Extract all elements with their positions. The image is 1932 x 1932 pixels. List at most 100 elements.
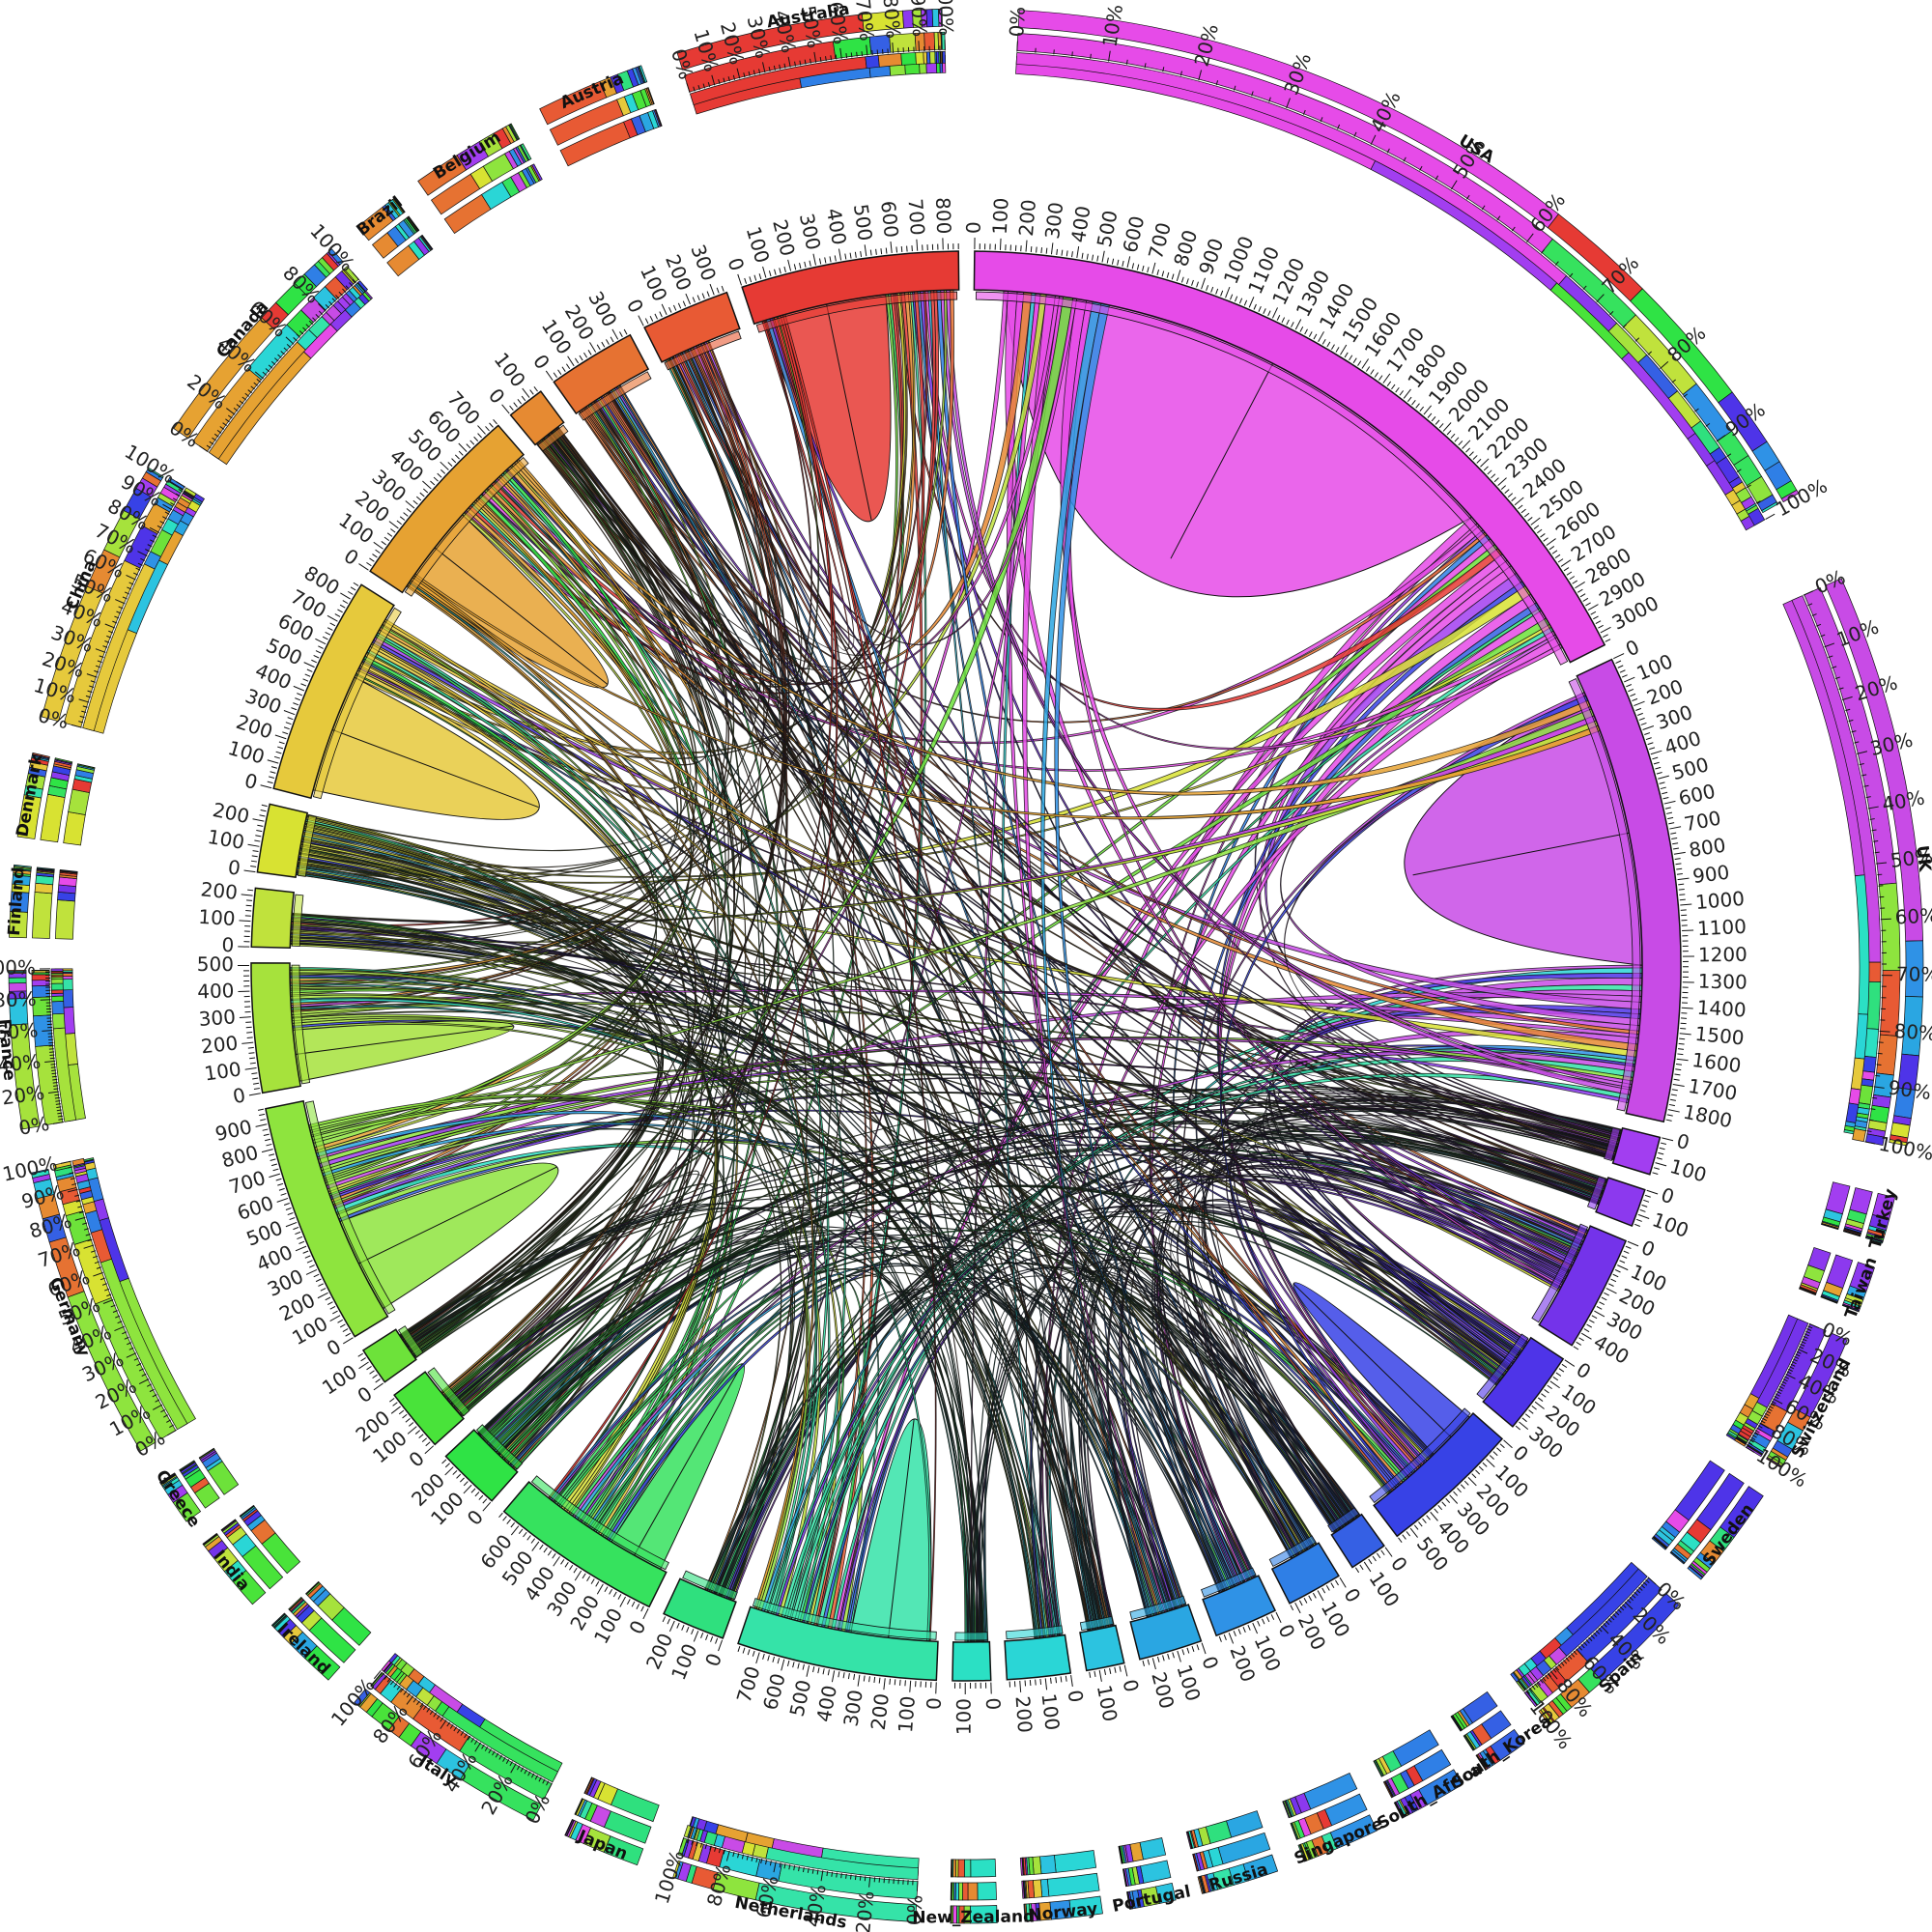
segment-tick	[619, 331, 623, 338]
segment-inner-Ireland	[475, 1424, 524, 1470]
segment-tick	[1614, 1269, 1621, 1273]
segment-tick	[1423, 405, 1432, 415]
percent-tick	[1851, 730, 1857, 733]
percent-tick	[1465, 194, 1470, 200]
percent-tick	[1539, 1679, 1544, 1684]
percent-tick	[283, 347, 288, 352]
segment-tick	[1380, 1549, 1385, 1556]
segment-tick	[306, 1260, 313, 1264]
percent-tick	[811, 1868, 814, 1874]
segment-tick	[1676, 1058, 1689, 1062]
tick-label: 0	[624, 1617, 650, 1638]
percent-tick	[274, 357, 279, 362]
segment-tick	[1625, 1245, 1632, 1249]
segment-tick	[1607, 1283, 1614, 1287]
percent-tick	[854, 1875, 857, 1881]
percent-tick	[1286, 98, 1291, 109]
segment-tick	[693, 1631, 699, 1642]
segment-tick	[1395, 386, 1400, 393]
segment-tick	[589, 342, 597, 353]
segment-tick	[254, 839, 261, 842]
percent-tick	[1531, 1685, 1536, 1690]
percent-tick	[1563, 1660, 1568, 1664]
percent-tick	[1545, 1674, 1549, 1680]
segment-tick	[1458, 440, 1463, 446]
stacked-bar-part	[967, 1882, 979, 1901]
segment-tick	[1201, 277, 1207, 290]
segment-tick	[1354, 1567, 1360, 1574]
segment-tick	[1161, 270, 1165, 277]
segment-tick	[1617, 1264, 1629, 1271]
percent-tick	[1766, 1410, 1772, 1414]
segment-tick	[1672, 842, 1679, 845]
segment-tick	[786, 1660, 790, 1666]
percent-tick	[1541, 249, 1545, 254]
stacked-bar-part	[202, 1532, 218, 1546]
percent-label: 90%	[906, 0, 931, 38]
tick-label: 0	[1197, 1653, 1223, 1672]
percent-tick	[697, 85, 700, 91]
segment-tick	[1025, 240, 1028, 252]
segment-tick	[1521, 1417, 1527, 1423]
stacked-bar-part	[1126, 1891, 1131, 1910]
segment-tick	[1586, 1323, 1593, 1328]
tick-label: 1100	[1696, 915, 1747, 940]
percent-tick	[81, 710, 87, 713]
percent-tick	[169, 1424, 174, 1429]
segment-tick	[298, 1240, 305, 1244]
percent-tick	[170, 502, 175, 506]
percent-tick	[1585, 1639, 1590, 1644]
segment-inner-Taiwan	[1587, 1176, 1606, 1210]
stacked-bar-part	[159, 1472, 176, 1484]
percent-tick	[381, 1672, 384, 1678]
segment-tick	[601, 341, 606, 348]
percent-tick	[338, 291, 343, 297]
percent-tick	[702, 83, 705, 89]
percent-tick	[52, 1078, 58, 1081]
segment-tick	[466, 443, 471, 449]
percent-tick	[1612, 1613, 1617, 1618]
percent-tick	[250, 385, 255, 390]
percent-tick	[1762, 1417, 1767, 1422]
percent-tick	[704, 1844, 707, 1850]
segment-tick	[1653, 761, 1660, 765]
segment-tick	[243, 869, 256, 873]
segment-tick	[398, 1409, 405, 1415]
segment-tick	[668, 306, 672, 313]
segment-tick	[649, 315, 654, 322]
percent-tick	[1806, 1328, 1812, 1331]
segment-tick	[1665, 811, 1673, 814]
segment-tick	[249, 1062, 256, 1065]
segment-tick	[474, 1492, 480, 1497]
percent-tick	[164, 511, 170, 515]
percent-tick	[1573, 1650, 1577, 1656]
segment-tick	[1372, 1555, 1377, 1562]
segment-tick	[818, 258, 822, 265]
segment-tick	[489, 422, 494, 428]
percent-tick	[147, 544, 153, 548]
percent-tick	[1511, 226, 1516, 232]
segment-tick	[557, 369, 562, 375]
segment-tick	[569, 1564, 574, 1571]
segment-tick	[332, 1310, 338, 1315]
segment-tick	[1142, 1660, 1145, 1667]
segment-arc-Netherlands	[737, 1605, 939, 1682]
segment-inner-Denmark	[297, 814, 317, 877]
percent-tick	[1773, 1398, 1783, 1405]
percent-tick	[1622, 324, 1627, 328]
segment-tick	[1415, 403, 1420, 409]
percent-tick	[74, 1194, 80, 1197]
percent-tick	[1577, 1646, 1583, 1651]
segment-tick	[1577, 588, 1583, 593]
percent-tick	[1824, 642, 1835, 648]
percent-tick	[1528, 1687, 1533, 1692]
segment-tick	[1612, 1273, 1619, 1278]
percent-tick	[102, 645, 108, 648]
segment-tick	[638, 315, 644, 327]
segment-tick	[606, 339, 610, 345]
segment-tick	[883, 1678, 886, 1690]
segment-tick	[517, 399, 523, 405]
segment-tick	[1530, 517, 1541, 526]
segment-tick	[640, 1605, 644, 1612]
segment-tick	[768, 270, 772, 277]
